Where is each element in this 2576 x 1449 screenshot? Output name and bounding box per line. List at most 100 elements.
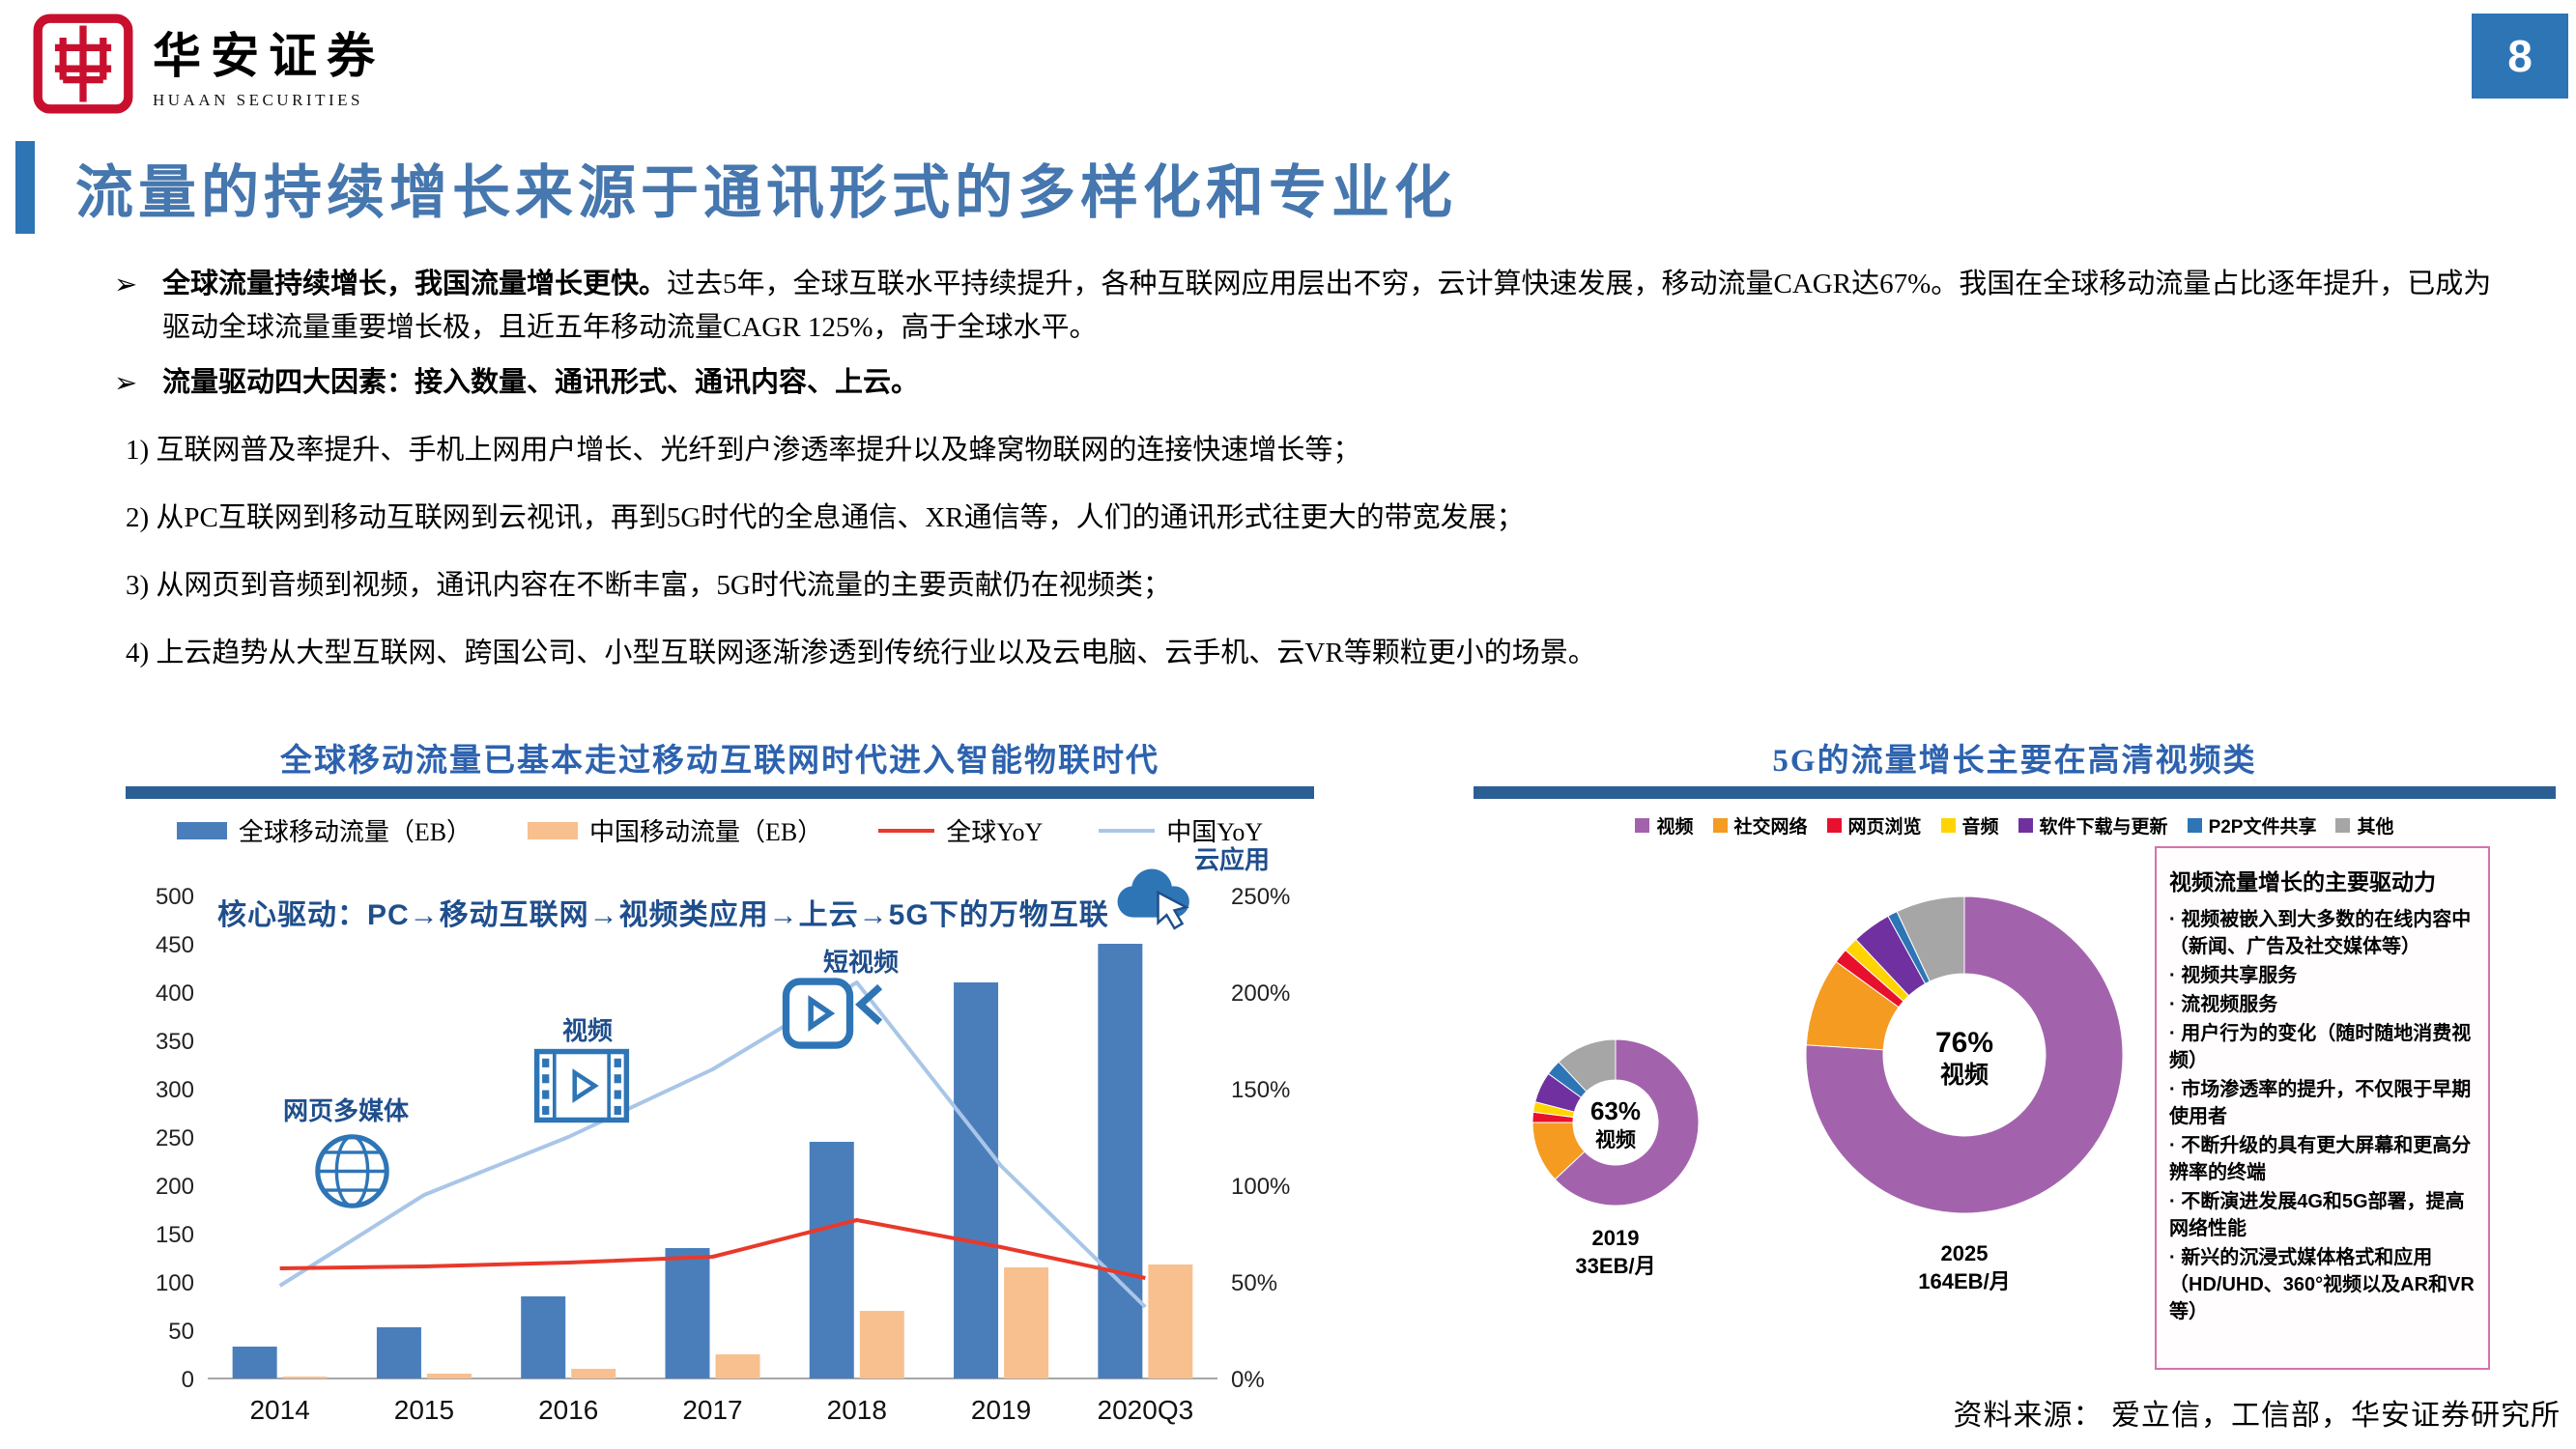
logo-subtitle: HUAAN SECURITIES: [153, 91, 363, 109]
bullet-1-text: 过去5年，全球互联水平持续提升，各种互联网应用层出不穷，云计算快速发展，移动流量…: [162, 269, 2492, 343]
short-video-icon: [782, 978, 883, 1049]
donut-label-2025: 2025 164EB/月: [1858, 1240, 2071, 1295]
svg-text:200%: 200%: [1231, 980, 1290, 1007]
donut-legend-label: 视频: [1656, 817, 1694, 838]
donut-label-2019: 2019 33EB/月: [1509, 1225, 1722, 1280]
donut-legend-item: P2P文件共享: [2187, 812, 2317, 838]
driver-item: · 不断演进发展4G和5G部署，提高网络性能: [2169, 1191, 2465, 1239]
driver-item: · 不断升级的具有更大屏幕和更高分辨率的终端: [2169, 1135, 2472, 1183]
legend-label: 中国YoY: [1166, 818, 1264, 846]
bar-line-chart: 0 50 100 150 200 250 300 350 400 450 500 0% 50% 100% 1…: [126, 845, 1314, 1436]
arrow-bullet-icon: ➢: [114, 365, 138, 399]
legend-line-china-yoy: [1099, 828, 1156, 833]
svg-text:150: 150: [156, 1222, 194, 1248]
donut-legend-item: 软件下载与更新: [2018, 812, 2168, 838]
legend-item-global-eb: 全球移动流量（EB）: [176, 812, 472, 848]
arrow-bullet-icon: ➢: [114, 268, 138, 300]
label-web-multimedia: 网页多媒体: [283, 1096, 410, 1125]
legend-label: 中国移动流量（EB）: [589, 818, 823, 846]
svg-text:63%: 63%: [1590, 1096, 1641, 1125]
svg-text:400: 400: [156, 980, 194, 1007]
driver-item: · 新兴的沉浸式媒体格式和应用（HD/UHD、360°视频以及AR和VR等）: [2169, 1247, 2475, 1322]
left-chart-section: 全球移动流量已基本走过移动互联网时代进入智能物联时代 全球移动流量（EB） 中国…: [126, 734, 1314, 1436]
label-video: 视频: [562, 1016, 614, 1045]
donut-legend-swatch: [1826, 818, 1842, 833]
legend-item-china-eb: 中国移动流量（EB）: [528, 812, 822, 848]
donut-chart-2019: 63% 视频: [1531, 1038, 1700, 1207]
svg-text:350: 350: [156, 1029, 194, 1055]
svg-text:200: 200: [156, 1174, 194, 1200]
donut-legend-item: 音频: [1940, 812, 1999, 838]
svg-text:2020Q3: 2020Q3: [1098, 1395, 1194, 1425]
driver-item: · 用户行为的变化（随时随地消费视频）: [2169, 1023, 2472, 1071]
legend-swatch-china-eb: [528, 821, 579, 839]
film-video-icon: [533, 1048, 630, 1123]
left-chart-legend: 全球移动流量（EB） 中国移动流量（EB） 全球YoY 中国YoY: [126, 812, 1314, 848]
svg-text:2018: 2018: [827, 1395, 887, 1425]
svg-text:500: 500: [156, 884, 194, 910]
numbered-point: 4) 上云趋势从大型互联网、跨国公司、小型互联网逐渐渗透到传统行业以及云电脑、云…: [126, 637, 1596, 668]
donut-legend-label: 其他: [2357, 817, 2394, 838]
driver-item: · 流视频服务: [2169, 994, 2278, 1015]
driver-item: · 视频共享服务: [2169, 965, 2298, 986]
page-title: 流量的持续增长来源于通讯形式的多样化和专业化: [75, 160, 1457, 225]
donut-year: 2025: [1940, 1241, 1989, 1265]
legend-item-china-yoy: 中国YoY: [1099, 812, 1263, 848]
right-chart-section: 5G的流量增长主要在高清视频类 视频 社交网络 网页浏览 音频 软件下载与更新 P2P文件…: [1474, 734, 2556, 1422]
donut-legend-swatch: [1712, 818, 1728, 833]
donut-volume: 164EB/月: [1918, 1268, 2011, 1293]
numbered-point: 2) 从PC互联网到移动互联网到云视讯，再到5G时代的全息通信、XR通信等，人们…: [126, 501, 1525, 533]
svg-text:0%: 0%: [1231, 1367, 1265, 1393]
svg-text:100%: 100%: [1231, 1174, 1290, 1200]
svg-text:250: 250: [156, 1125, 194, 1151]
svg-text:2017: 2017: [682, 1395, 742, 1425]
cloud-icon: [1117, 868, 1189, 930]
bullet-2-body: 流量驱动四大因素：接入数量、通讯形式、通讯内容、上云。: [162, 361, 919, 405]
svg-text:50%: 50%: [1231, 1270, 1277, 1296]
donut-legend-swatch: [1940, 818, 1956, 833]
donut-legend-swatch: [2018, 818, 2033, 833]
donut-legend-item: 社交网络: [1712, 812, 1808, 838]
right-chart-title: 5G的流量增长主要在高清视频类: [1772, 744, 2257, 779]
svg-text:2014: 2014: [249, 1395, 309, 1425]
header: 华安证券 HUAAN SECURITIES: [33, 14, 385, 114]
svg-text:250%: 250%: [1231, 884, 1290, 910]
svg-text:150%: 150%: [1231, 1077, 1290, 1103]
donut-legend-label: P2P文件共享: [2208, 817, 2317, 838]
bullet-2-lead: 流量驱动四大因素：接入数量、通讯形式、通讯内容、上云。: [162, 366, 920, 398]
donut-legend-label: 社交网络: [1733, 817, 1808, 838]
donut-legend-swatch: [1635, 818, 1650, 833]
donut-legend-label: 网页浏览: [1847, 817, 1922, 838]
donut-legend-swatch: [2187, 818, 2202, 833]
svg-text:76%: 76%: [1935, 1027, 1993, 1059]
source-note: 资料来源： 爱立信，工信部，华安证券研究所: [1953, 1400, 2561, 1432]
label-short-video: 短视频: [823, 948, 900, 977]
bullet-1: ➢ 全球流量持续增长，我国流量增长更快。过去5年，全球互联水平持续提升，各种互联…: [114, 263, 2510, 350]
donut-chart-2025: 76% 视频: [1805, 895, 2124, 1214]
core-driver-annotation: 核心驱动：PC→移动互联网→视频类应用→上云→5G下的万物互联: [217, 899, 1109, 931]
driver-item: · 视频被嵌入到大多数的在线内容中（新闻、广告及社交媒体等）: [2169, 909, 2472, 957]
donut-legend-item: 其他: [2335, 812, 2394, 838]
page-number-badge: 8: [2472, 14, 2568, 99]
svg-text:300: 300: [156, 1077, 194, 1103]
svg-text:0: 0: [182, 1367, 194, 1393]
legend-swatch-global-eb: [176, 821, 227, 839]
svg-text:450: 450: [156, 932, 194, 958]
video-drivers-list: · 视频被嵌入到大多数的在线内容中（新闻、广告及社交媒体等） · 视频共享服务 · …: [2169, 906, 2476, 1325]
legend-label: 全球YoY: [946, 818, 1044, 846]
video-drivers-box: 视频流量增长的主要驱动力 · 视频被嵌入到大多数的在线内容中（新闻、广告及社交媒…: [2155, 846, 2490, 1370]
legend-line-global-yoy: [878, 828, 935, 833]
left-chart-title-underline: [126, 786, 1314, 799]
svg-text:50: 50: [168, 1319, 194, 1345]
video-drivers-title: 视频流量增长的主要驱动力: [2169, 869, 2436, 895]
numbered-points: 1) 互联网普及率提升、手机上网用户增长、光纤到户渗透率提升以及蜂窝物联网的连接…: [114, 429, 2510, 675]
title-block: 流量的持续增长来源于通讯形式的多样化和专业化: [15, 141, 1457, 234]
bullet-1-body: 全球流量持续增长，我国流量增长更快。过去5年，全球互联水平持续提升，各种互联网应…: [162, 263, 2510, 350]
donut-legend-label: 软件下载与更新: [2039, 817, 2168, 838]
logo-title: 华安证券: [153, 29, 385, 83]
huaan-seal-logo-icon: [33, 14, 133, 114]
donut-legend-item: 视频: [1635, 812, 1694, 838]
donut-legend-item: 网页浏览: [1826, 812, 1922, 838]
logo-text: 华安证券 HUAAN SECURITIES: [153, 17, 385, 110]
body-text: ➢ 全球流量持续增长，我国流量增长更快。过去5年，全球互联水平持续提升，各种互联…: [114, 263, 2510, 675]
